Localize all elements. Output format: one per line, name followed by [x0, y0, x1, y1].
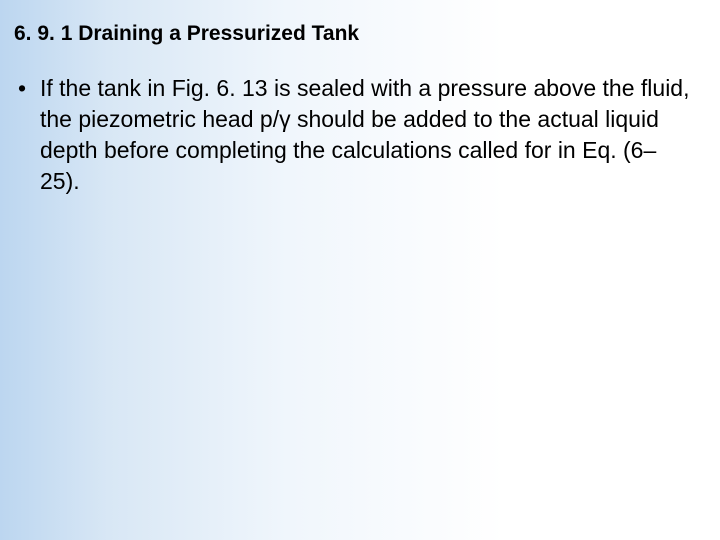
bullet-item: • If the tank in Fig. 6. 13 is sealed wi… [14, 73, 692, 197]
section-heading: 6. 9. 1 Draining a Pressurized Tank [14, 20, 692, 47]
slide: 6. 9. 1 Draining a Pressurized Tank • If… [0, 0, 720, 540]
bullet-marker: • [14, 73, 40, 104]
bullet-text: If the tank in Fig. 6. 13 is sealed with… [40, 73, 692, 197]
